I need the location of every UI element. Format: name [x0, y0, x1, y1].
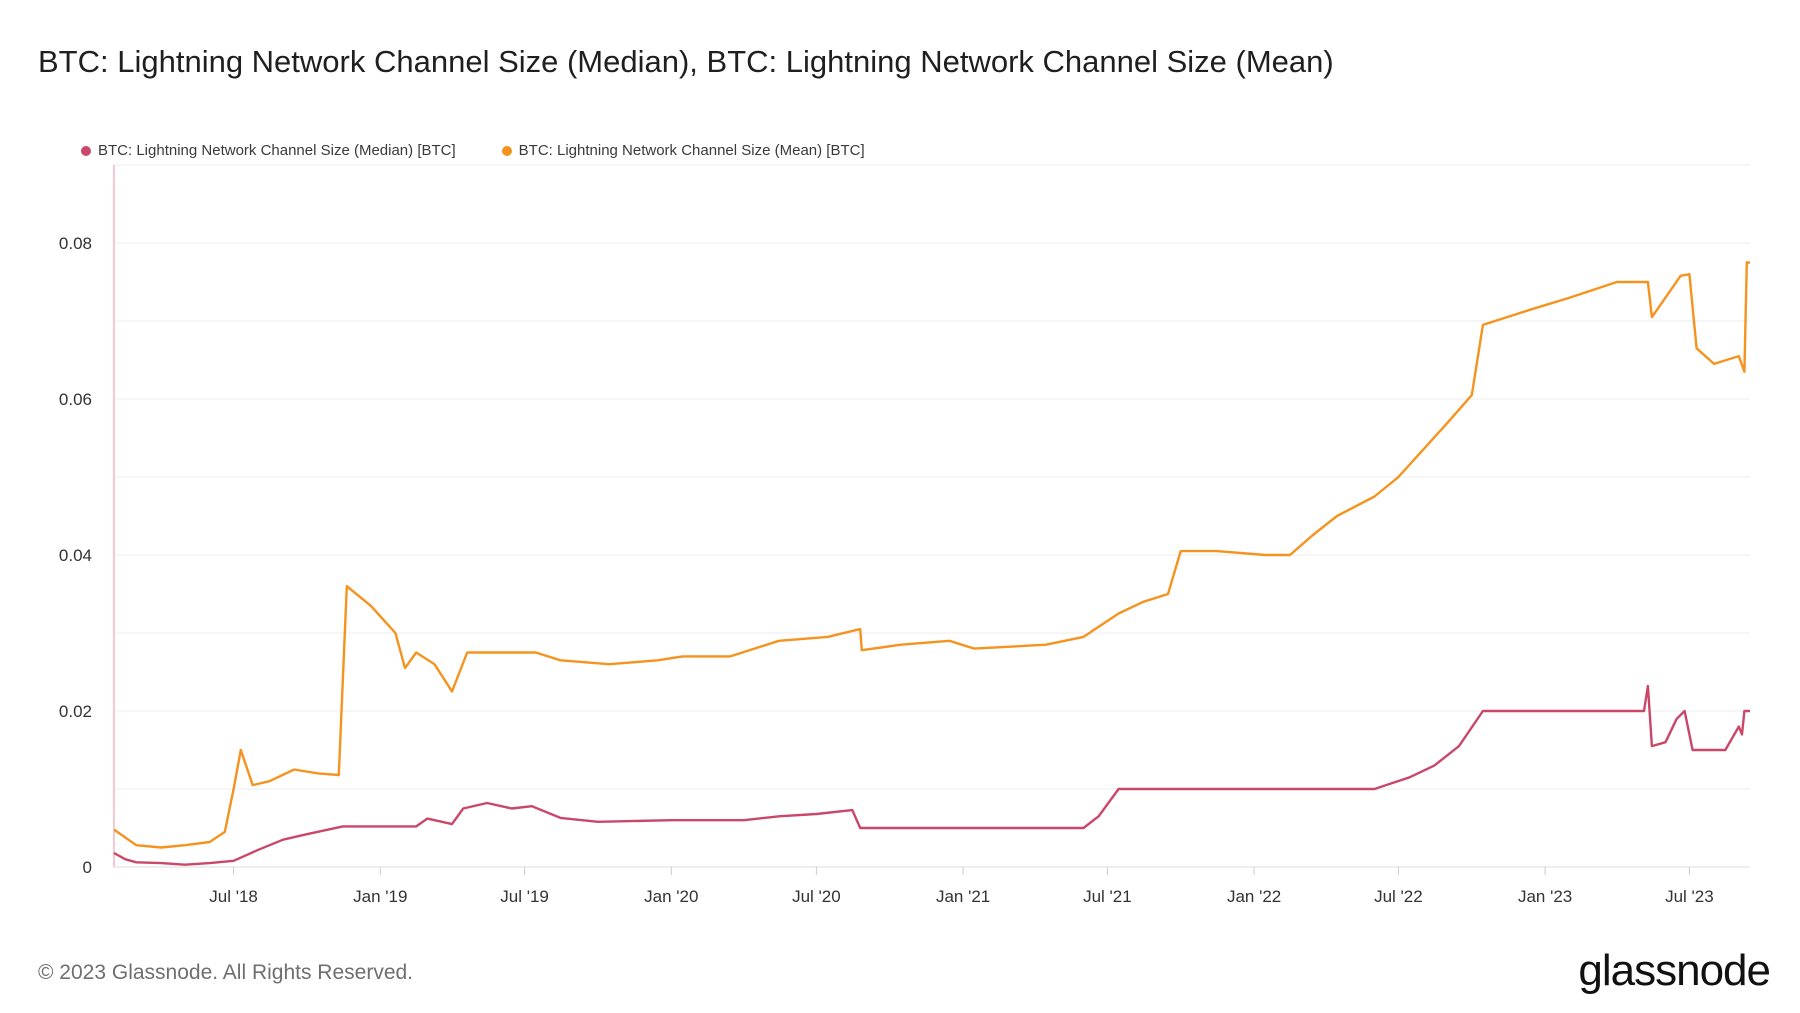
legend-label-mean: BTC: Lightning Network Channel Size (Mea… [518, 142, 865, 159]
legend-dot-mean [501, 145, 512, 156]
line-chart: 0 0.02 0.04 0.06 0.08 Jul '18 Jan '19 Jul '19 Ja… [59, 164, 1750, 906]
x-tick-label: Jan '23 [1518, 887, 1572, 906]
copyright-footer: © 2023 Glassnode. All Rights Reserved. [38, 961, 414, 984]
x-tick-label: Jul '22 [1374, 887, 1423, 906]
x-tick-label: Jul '21 [1083, 887, 1132, 906]
x-tick-label: Jan '19 [353, 887, 407, 906]
x-tick-label: Jan '21 [936, 887, 990, 906]
legend-item-mean[interactable]: BTC: Lightning Network Channel Size (Mea… [501, 142, 865, 159]
series-line-mean [113, 261, 1750, 849]
glassnode-logo: glassnode [1578, 946, 1771, 995]
legend-dot-median [81, 145, 91, 156]
series-line-median [113, 684, 1750, 866]
x-tick-label: Jan '20 [644, 887, 698, 906]
legend: BTC: Lightning Network Channel Size (Med… [81, 142, 865, 159]
chart-title: BTC: Lightning Network Channel Size (Med… [38, 44, 1334, 79]
x-tick-label: Jul '18 [209, 887, 258, 906]
y-tick-label: 0 [83, 858, 92, 877]
x-tick-label: Jul '19 [500, 887, 549, 906]
x-tick-label: Jul '20 [792, 887, 841, 906]
y-tick-label: 0.06 [59, 390, 92, 409]
y-tick-label: 0.02 [59, 702, 92, 721]
y-tick-label: 0.04 [59, 546, 92, 565]
legend-item-median[interactable]: BTC: Lightning Network Channel Size (Med… [81, 142, 456, 159]
x-tick-label: Jan '22 [1227, 887, 1281, 906]
legend-label-median: BTC: Lightning Network Channel Size (Med… [98, 142, 456, 159]
y-tick-label: 0.08 [59, 234, 92, 253]
x-tick-label: Jul '23 [1665, 887, 1714, 906]
